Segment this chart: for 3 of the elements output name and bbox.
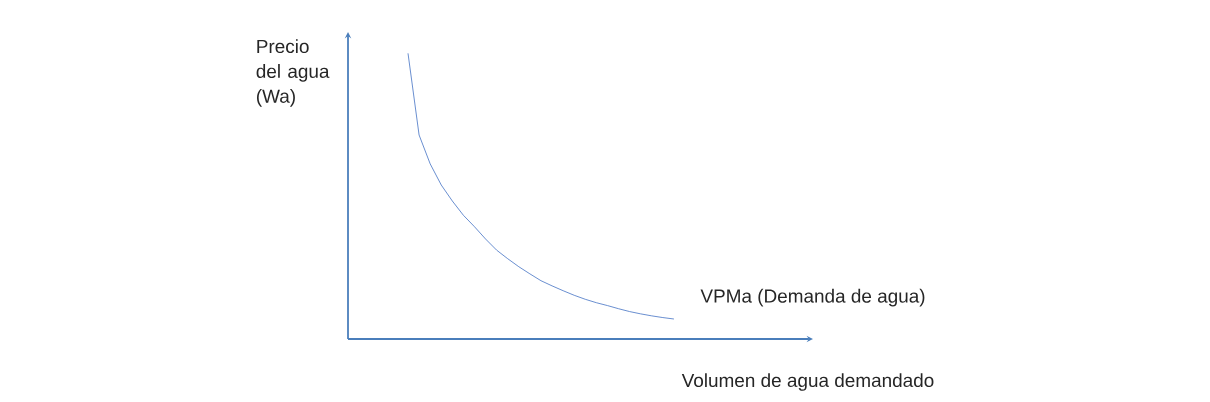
x-axis-title: Volumen de agua demandado xyxy=(681,373,934,391)
series-label: VPMa (Demanda de agua) xyxy=(700,288,925,307)
y-axis-title: Precio del agua (Wa) xyxy=(256,39,330,107)
